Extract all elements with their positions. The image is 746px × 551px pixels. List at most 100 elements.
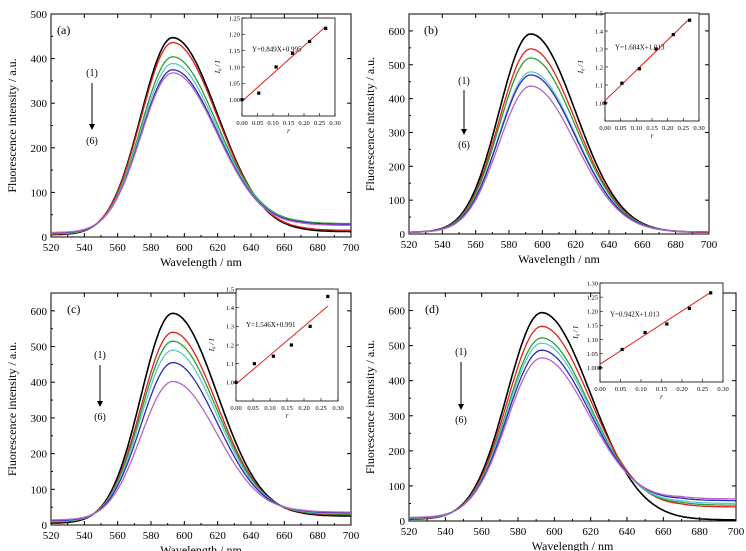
x-tick-label: 560 <box>109 242 126 254</box>
inset-data-point <box>654 47 658 51</box>
x-tick-label: 600 <box>176 242 193 254</box>
x-tick-label: 700 <box>701 239 718 251</box>
y-tick-label: 100 <box>389 481 406 493</box>
y-tick-label: 200 <box>389 161 406 173</box>
inset-x-tick-label: 0.10 <box>631 125 642 132</box>
y-tick-label: 0 <box>400 516 406 528</box>
y-tick-label: 100 <box>31 187 48 199</box>
inset-y-tick-label: 1.0 <box>595 100 603 107</box>
inset-equation: Y=1.684X+1.013 <box>615 44 665 52</box>
x-tick-label: 620 <box>567 239 584 251</box>
inset-frame <box>235 288 339 402</box>
arrow-label-top: (1) <box>455 347 467 358</box>
inset-plot: 0.00 0.05 0.10 0.15 0.20 0.25 0.30 1.0 1.1 1.2 1.3… <box>577 10 705 140</box>
inset-data-point <box>620 81 624 85</box>
x-tick-label: 520 <box>401 526 418 538</box>
inset-x-tick-label: 0.25 <box>697 386 708 393</box>
x-tick-label: 600 <box>176 530 193 542</box>
inset-x-tick-label: 0.30 <box>329 120 340 127</box>
x-tick-label: 680 <box>309 530 326 542</box>
series-line-6 <box>409 85 709 233</box>
x-tick-label: 640 <box>243 530 260 542</box>
x-tick-label: 700 <box>343 242 360 254</box>
inset-data-point <box>240 98 244 102</box>
panel-label: (b) <box>424 23 438 37</box>
inset-x-tick-label: 0.30 <box>332 405 343 412</box>
inset-y-tick-label: 1.30 <box>587 280 598 287</box>
inset-x-tick-label: 0.15 <box>283 120 294 127</box>
inset-frame <box>599 282 724 383</box>
inset-x-tick-label: 0.25 <box>314 120 325 127</box>
inset-y-tick-label: 1.00 <box>587 365 598 372</box>
inset-x-tick-label: 0.05 <box>252 120 263 127</box>
y-tick-label: 400 <box>31 377 48 389</box>
inset-x-tick-label: 0.20 <box>662 125 673 132</box>
inset-data-point <box>307 39 312 44</box>
x-tick-label: 520 <box>43 242 60 254</box>
inset-x-tick-label: 0.00 <box>230 405 241 412</box>
panel-a: 520 540 560 580 600 620 640 660 680 700 0 100 200 300… <box>5 9 360 269</box>
inset-y-tick-label: 1.05 <box>229 81 240 88</box>
inset-y-tick-label: 1.2 <box>226 342 234 349</box>
inset-data-point <box>326 294 330 299</box>
x-axis-label: Wavelength / nm <box>518 252 600 266</box>
arrow-label-bottom: (6) <box>455 415 467 426</box>
arrow-label-top: (1) <box>458 76 470 87</box>
arrow-head <box>97 401 103 407</box>
x-axis-label: Wavelength / nm <box>160 255 242 269</box>
inset-y-tick-label: 1.10 <box>229 64 240 71</box>
inset-x-tick-label: 0.20 <box>298 120 309 127</box>
y-tick-label: 0 <box>42 520 48 532</box>
inset-fit-line <box>235 305 329 385</box>
x-tick-label: 620 <box>582 526 599 538</box>
inset-x-label: r <box>286 412 289 420</box>
x-tick-label: 660 <box>655 526 672 538</box>
inset-data-point <box>271 354 275 358</box>
inset-x-tick-label: 0.05 <box>247 405 258 412</box>
inset-x-tick-label: 0.25 <box>678 125 689 132</box>
panel-label: (a) <box>57 23 70 37</box>
y-tick-label: 0 <box>42 232 48 244</box>
y-tick-label: 300 <box>31 413 48 425</box>
inset-data-point <box>290 51 295 55</box>
y-tick-label: 300 <box>389 411 406 423</box>
series-group <box>409 33 709 233</box>
inset-data-point <box>598 366 602 370</box>
inset-y-tick-label: 1.15 <box>229 48 240 55</box>
arrow-head <box>461 129 467 135</box>
inset-x-tick-label: 0.15 <box>646 125 657 132</box>
x-tick-label: 660 <box>276 242 293 254</box>
arrow-label-bottom: (6) <box>458 140 470 151</box>
inset-y-tick-label: 1.05 <box>587 351 598 358</box>
x-tick-label: 580 <box>501 239 518 251</box>
inset-x-tick-label: 0.10 <box>267 120 278 127</box>
series-line-6 <box>409 357 736 519</box>
arrow-label-bottom: (6) <box>86 136 98 147</box>
x-tick-label: 520 <box>401 239 418 251</box>
inset-y-tick-label: 1.3 <box>595 46 603 53</box>
x-tick-label: 680 <box>691 526 708 538</box>
series-group <box>409 311 736 521</box>
inset-y-tick-label: 1.4 <box>595 28 604 35</box>
inset-x-tick-label: 0.25 <box>315 405 326 412</box>
x-tick-label: 540 <box>437 526 454 538</box>
x-tick-label: 700 <box>728 526 745 538</box>
y-tick-label: 600 <box>389 306 406 318</box>
inset-x-tick-label: 0.00 <box>599 125 610 132</box>
inset-y-label: I₀ / I <box>208 338 216 352</box>
y-tick-label: 500 <box>389 341 406 353</box>
inset-frame <box>604 12 700 122</box>
arrow-head <box>458 404 464 410</box>
x-tick-label: 680 <box>309 242 326 254</box>
x-tick-label: 660 <box>276 530 293 542</box>
inset-data-point <box>257 91 261 95</box>
y-tick-label: 200 <box>31 449 48 461</box>
x-tick-label: 700 <box>343 530 360 542</box>
inset-fit-line <box>604 18 690 102</box>
x-tick-label: 600 <box>534 239 551 251</box>
inset-data-point <box>671 33 675 37</box>
inset-plot: 0.00 0.05 0.10 0.15 0.20 0.25 0.30 1.00 1.05 1.10… <box>572 280 729 401</box>
inset-y-tick-label: 1.4 <box>226 305 235 312</box>
inset-y-tick-label: 1.00 <box>229 97 240 104</box>
